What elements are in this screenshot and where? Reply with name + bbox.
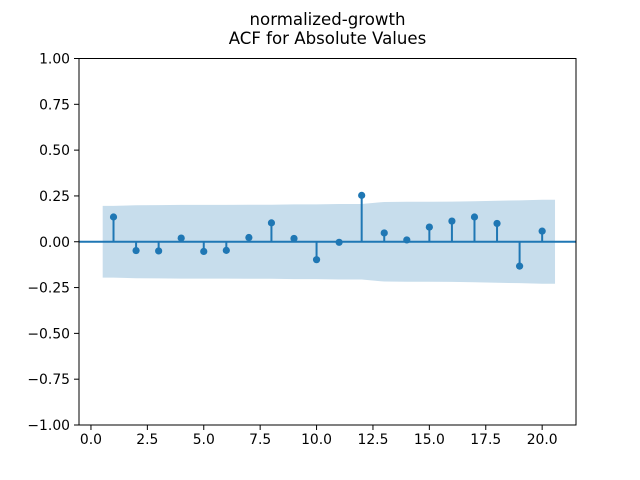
acf-marker <box>493 219 501 228</box>
y-axis: 1.00 0.75 0.50 0.25 0.00 −0.25 −0.50 −0.75 −1.00 <box>27 52 79 434</box>
y-tick-label: −1.00 <box>27 418 70 434</box>
acf-marker <box>470 213 479 221</box>
y-tick-label: 1.00 <box>39 52 70 68</box>
stem-group <box>109 191 546 270</box>
y-tick-label: 0.75 <box>39 97 70 113</box>
chart-subtitle: ACF for Absolute Values <box>229 29 427 48</box>
x-tick-label: 10.0 <box>301 432 332 448</box>
x-tick-label: 7.5 <box>249 432 271 448</box>
acf-marker <box>425 223 433 231</box>
acf-marker <box>403 236 411 244</box>
x-tick-label: 2.5 <box>136 432 158 448</box>
acf-marker <box>290 234 298 243</box>
acf-marker <box>312 256 321 264</box>
acf-marker <box>222 246 230 254</box>
y-tick-label: 0.00 <box>39 235 70 251</box>
acf-marker <box>200 247 208 256</box>
acf-marker <box>177 234 185 242</box>
acf-marker <box>109 213 118 221</box>
acf-marker <box>335 238 343 246</box>
acf-marker <box>358 191 366 199</box>
x-axis: 0.0 2.5 5.0 7.5 10.0 12.5 15.0 17.5 20.0 <box>80 425 558 448</box>
acf-marker <box>515 262 524 270</box>
x-tick-label: 12.5 <box>357 432 388 448</box>
acf-marker <box>245 233 253 242</box>
x-tick-label: 20.0 <box>527 432 558 448</box>
y-tick-label: 0.50 <box>39 143 70 159</box>
y-tick-label: −0.25 <box>27 281 70 297</box>
acf-marker <box>267 219 276 227</box>
x-tick-label: 5.0 <box>193 432 215 448</box>
acf-marker <box>448 217 456 225</box>
acf-marker <box>380 229 388 237</box>
acf-marker <box>538 227 546 235</box>
acf-marker <box>132 246 140 255</box>
x-tick-label: 17.5 <box>470 432 501 448</box>
y-tick-label: 0.25 <box>39 189 70 205</box>
x-tick-label: 15.0 <box>414 432 445 448</box>
y-tick-label: −0.75 <box>27 372 70 388</box>
y-tick-label: −0.50 <box>27 326 70 342</box>
chart-title: normalized-growth <box>250 10 406 29</box>
x-tick-label: 0.0 <box>80 432 102 448</box>
acf-marker <box>155 247 163 255</box>
